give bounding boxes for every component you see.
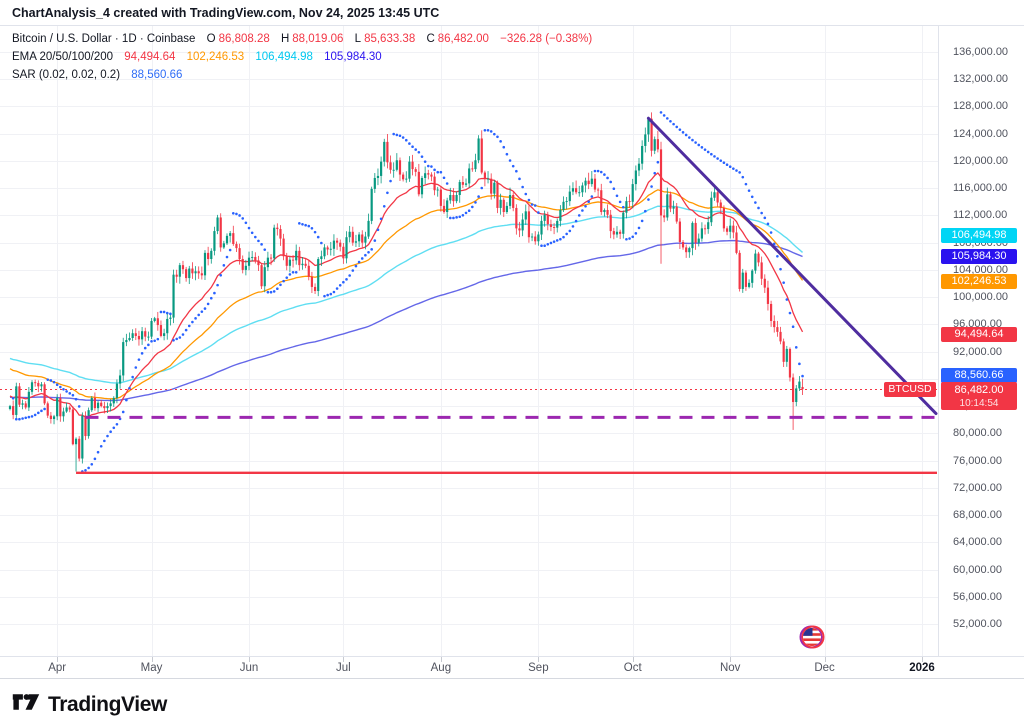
ema50-value: 102,246.53 [186,51,245,63]
price-tick-label: 124,000.00 [953,127,1009,140]
price-tick-label: 72,000.00 [953,481,1002,494]
time-axis-tick [151,657,153,662]
price-chart-canvas[interactable] [0,26,938,656]
price-tick-label: 92,000.00 [953,345,1002,358]
time-axis-tick [922,657,924,662]
high-label: H [280,33,290,45]
time-axis-label: Dec [814,662,835,674]
price-tick-label: 128,000.00 [953,100,1009,113]
page-title: ChartAnalysis_4 created with TradingView… [12,6,440,20]
price-tick-label: 132,000.00 [953,73,1009,86]
low-label: L [354,33,362,45]
time-axis-tick [57,657,59,662]
time-axis-label: Nov [719,662,741,674]
watermark-titlebar: ChartAnalysis_4 created with TradingView… [0,0,1024,26]
time-axis-tick [249,657,251,662]
ema20-value: 94,494.64 [124,51,176,63]
symbol-title: Bitcoin / U.S. Dollar · 1D · Coinbase [12,33,196,45]
open-value: 86,808.28 [218,33,270,45]
sar-value: 88,560.66 [131,69,183,81]
time-axis-label: 2026 [909,662,935,674]
time-axis-label: Apr [48,662,67,674]
ema100-value: 106,494.98 [255,51,313,63]
time-axis-label: Jul [336,662,351,674]
price-tick-label: 64,000.00 [953,536,1002,549]
time-axis-label: May [140,662,163,674]
ema100-price-badge: 106,494.98 [941,228,1017,244]
sar-label: SAR (0.02, 0.02, 0.2) [12,69,121,81]
time-axis-label: Sep [528,662,549,674]
price-tick-label: 136,000.00 [953,46,1009,58]
time-axis-tick [343,657,345,662]
last-price-badge: 86,482.00 10:14:54 [941,382,1017,411]
time-axis-tick [730,657,732,662]
price-tick-label: 76,000.00 [953,454,1002,467]
price-tick-label: 68,000.00 [953,509,1002,522]
time-axis-tick [824,657,826,662]
high-value: 88,019.06 [292,33,344,45]
sar-legend-row[interactable]: SAR (0.02, 0.02, 0.2) 88,560.66 [12,66,592,84]
price-tick-label: 52,000.00 [953,618,1002,630]
price-tick-label: 60,000.00 [953,563,1002,576]
sar-price-badge: 88,560.66 [941,367,1017,383]
price-tick-label: 112,000.00 [953,209,1008,222]
time-axis-tick [632,657,634,662]
us-flag-event-icon[interactable] [799,624,825,650]
price-axis[interactable]: 52,000.00 56,000.00 60,000.00 64,000.00 68,0… [938,26,1024,656]
price-tick-label: 116,000.00 [953,182,1008,195]
ema20-price-badge: 94,494.64 [941,327,1017,343]
price-tick-label: 56,000.00 [953,590,1002,603]
ema200-value: 105,984.30 [324,51,382,63]
low-value: 85,633.38 [364,33,416,45]
time-axis-tick [440,657,442,662]
time-axis-tick [538,657,540,662]
price-tick-label: 104,000.00 [953,263,1009,276]
close-value: 86,482.00 [437,33,489,45]
time-axis-label: Aug [430,662,452,674]
price-line-symbol-badge: BTCUSD [884,381,936,397]
price-tick-label: 80,000.00 [953,427,1002,440]
tradingview-wordmark[interactable]: TradingView [48,692,167,716]
close-label: C [426,33,435,45]
footer-bar: TradingView [0,678,1024,728]
time-axis-label: Oct [623,662,642,674]
time-axis-label: Jun [239,662,259,674]
ema200-price-badge: 105,984.30 [941,248,1017,264]
open-label: O [206,33,216,45]
ema-legend-row[interactable]: EMA 20/50/100/200 94,494.64 102,246.53 1… [12,48,592,66]
price-tick-label: 120,000.00 [953,154,1009,167]
tradingview-logo-icon[interactable] [12,691,40,718]
ema50-price-badge: 102,246.53 [941,274,1017,290]
time-axis[interactable]: Apr May Jun Jul Aug Sep Oct Nov Dec 2026 [0,656,1024,678]
ema-label: EMA 20/50/100/200 [12,51,114,63]
change-value: −326.28 (−0.38%) [500,33,593,45]
price-tick-label: 100,000.00 [953,291,1009,304]
